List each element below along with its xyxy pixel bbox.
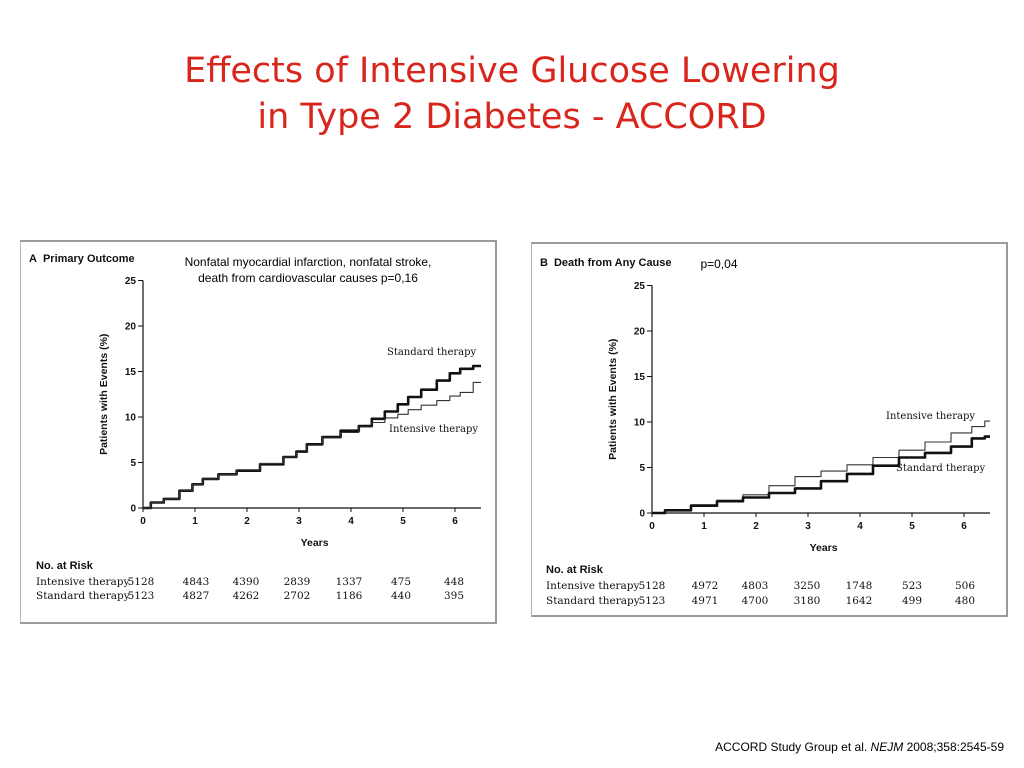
citation-authors: ACCORD Study Group et al. bbox=[715, 740, 868, 754]
risk-row-label-a: Standard therapy bbox=[36, 590, 130, 602]
risk-value-a: 475 bbox=[391, 576, 411, 588]
y-tick-label-a: 10 bbox=[125, 413, 137, 424]
risk-value-b: 1642 bbox=[846, 595, 873, 607]
risk-value-b: 4803 bbox=[742, 580, 769, 592]
risk-value-a: 1186 bbox=[336, 590, 363, 602]
risk-value-a: 2839 bbox=[284, 576, 311, 588]
x-axis-label-a: Years bbox=[301, 537, 329, 549]
panel-letter-a: A bbox=[29, 253, 37, 265]
risk-row-label-a: Intensive therapy bbox=[36, 576, 130, 588]
risk-value-a: 440 bbox=[391, 590, 411, 602]
slide-title: Effects of Intensive Glucose Lowering in… bbox=[0, 48, 1024, 140]
risk-value-a: 2702 bbox=[284, 590, 311, 602]
x-tick-label-a: 2 bbox=[244, 516, 250, 527]
series-label-a-0: Standard therapy bbox=[387, 347, 477, 358]
x-tick-label-a: 1 bbox=[192, 516, 198, 527]
risk-value-a: 448 bbox=[444, 576, 464, 588]
chart-annotation-a-line-1: Nonfatal myocardial infarction, nonfatal… bbox=[185, 255, 432, 269]
y-tick-label-b: 10 bbox=[634, 418, 646, 429]
risk-value-a: 5128 bbox=[128, 576, 155, 588]
x-tick-label-a: 4 bbox=[348, 516, 354, 527]
x-axis-label-b: Years bbox=[810, 542, 838, 554]
risk-value-b: 1748 bbox=[846, 580, 873, 592]
risk-value-a: 395 bbox=[444, 590, 464, 602]
x-tick-label-b: 6 bbox=[961, 521, 967, 532]
x-tick-label-a: 5 bbox=[400, 516, 406, 527]
risk-value-b: 480 bbox=[955, 595, 975, 607]
series-line-a-intensive bbox=[143, 381, 481, 509]
y-axis-label-b: Patients with Events (%) bbox=[607, 339, 619, 460]
y-tick-label-b: 15 bbox=[634, 372, 646, 383]
chart-a-svg: A Primary Outcome Nonfatal myocardial infa… bbox=[29, 253, 481, 602]
risk-value-a: 4827 bbox=[183, 590, 210, 602]
panel-title-a: A Primary Outcome bbox=[29, 253, 135, 265]
citation: ACCORD Study Group et al. NEJM 2008;358:… bbox=[715, 740, 1004, 754]
risk-value-b: 5123 bbox=[639, 595, 666, 607]
y-tick-label-b: 25 bbox=[634, 281, 646, 292]
risk-value-b: 523 bbox=[902, 580, 922, 592]
citation-ref: 2008;358:2545-59 bbox=[906, 740, 1004, 754]
x-tick-label-b: 4 bbox=[857, 521, 863, 532]
x-tick-label-a: 0 bbox=[140, 516, 146, 527]
risk-table-header-b: No. at Risk bbox=[546, 564, 604, 576]
x-tick-label-a: 6 bbox=[452, 516, 458, 527]
risk-value-a: 4262 bbox=[233, 590, 260, 602]
x-tick-label-b: 2 bbox=[753, 521, 759, 532]
chart-annotation-a-line-2: death from cardiovascular causes p=0,16 bbox=[198, 271, 418, 285]
panel-letter-b: B bbox=[540, 257, 548, 269]
risk-value-b: 3180 bbox=[794, 595, 821, 607]
y-tick-label-a: 25 bbox=[125, 276, 137, 287]
risk-value-b: 499 bbox=[902, 595, 922, 607]
y-tick-label-a: 5 bbox=[130, 458, 136, 469]
x-tick-label-a: 3 bbox=[296, 516, 302, 527]
risk-value-a: 4843 bbox=[183, 576, 210, 588]
risk-value-b: 4700 bbox=[742, 595, 769, 607]
panel-title-text-b: Death from Any Cause bbox=[554, 257, 672, 269]
y-tick-label-a: 20 bbox=[125, 322, 137, 333]
risk-value-b: 3250 bbox=[794, 580, 821, 592]
slide-title-line-2: in Type 2 Diabetes - ACCORD bbox=[257, 97, 767, 137]
risk-value-a: 1337 bbox=[336, 576, 363, 588]
risk-row-label-b: Standard therapy bbox=[546, 595, 640, 607]
y-tick-label-b: 5 bbox=[639, 463, 645, 474]
slide-title-line-1: Effects of Intensive Glucose Lowering bbox=[184, 51, 840, 91]
x-tick-label-b: 1 bbox=[701, 521, 707, 532]
y-tick-label-b: 20 bbox=[634, 327, 646, 338]
risk-value-b: 5128 bbox=[639, 580, 666, 592]
chart-annotation-b-line-1: p=0,04 bbox=[700, 257, 737, 271]
risk-value-a: 5123 bbox=[128, 590, 155, 602]
panel-title-b: B Death from Any Cause bbox=[540, 257, 672, 269]
y-tick-label-a: 0 bbox=[130, 504, 136, 515]
risk-value-b: 4971 bbox=[692, 595, 719, 607]
y-axis-label-a: Patients with Events (%) bbox=[98, 334, 110, 455]
risk-row-label-b: Intensive therapy bbox=[546, 580, 640, 592]
series-line-b-standard bbox=[652, 435, 990, 515]
y-tick-label-b: 0 bbox=[639, 509, 645, 520]
series-label-a-1: Intensive therapy bbox=[389, 424, 478, 435]
x-tick-label-b: 3 bbox=[805, 521, 811, 532]
series-label-b-1: Standard therapy bbox=[896, 463, 986, 474]
series-label-b-0: Intensive therapy bbox=[886, 411, 975, 422]
risk-value-b: 4972 bbox=[692, 580, 719, 592]
chart-panel-a: A Primary Outcome Nonfatal myocardial infa… bbox=[20, 240, 497, 624]
citation-journal: NEJM bbox=[870, 740, 904, 754]
series-line-a-standard bbox=[143, 364, 481, 510]
risk-value-a: 4390 bbox=[233, 576, 260, 588]
risk-table-header-a: No. at Risk bbox=[36, 560, 94, 572]
x-tick-label-b: 0 bbox=[649, 521, 655, 532]
y-tick-label-a: 15 bbox=[125, 367, 137, 378]
chart-panel-b: B Death from Any Cause p=0,04 0 5 10 15 20 25 0 1 2… bbox=[531, 242, 1008, 617]
panel-title-text-a: Primary Outcome bbox=[43, 253, 135, 265]
risk-value-b: 506 bbox=[955, 580, 975, 592]
x-tick-label-b: 5 bbox=[909, 521, 915, 532]
